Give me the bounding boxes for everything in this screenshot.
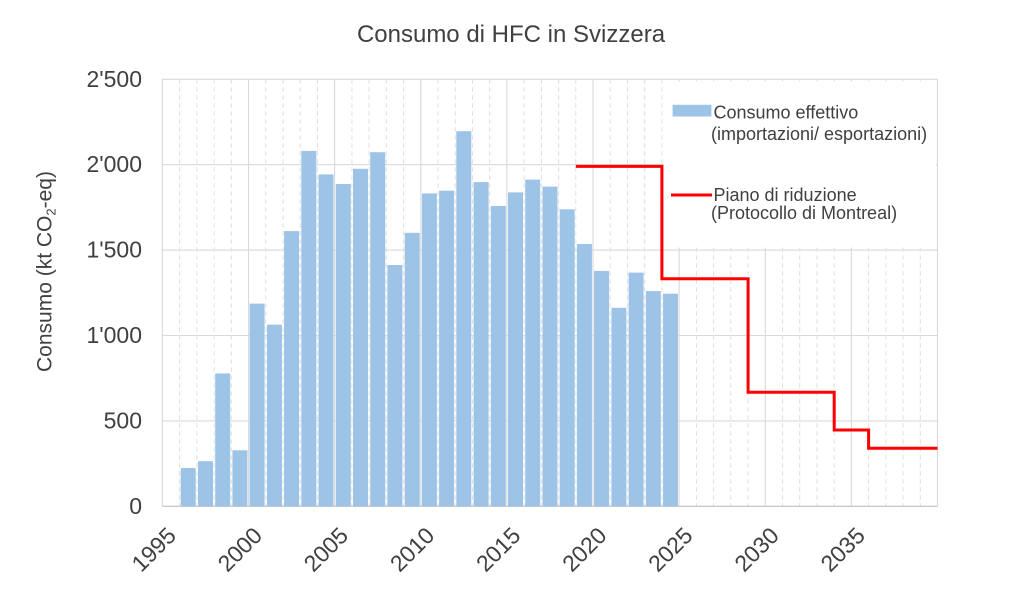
- svg-text:2'500: 2'500: [86, 66, 142, 92]
- svg-text:Consumo (kt CO2-eq): Consumo (kt CO2-eq): [34, 171, 59, 372]
- svg-text:1'000: 1'000: [86, 322, 142, 348]
- svg-text:2'000: 2'000: [86, 151, 142, 177]
- svg-text:1'500: 1'500: [86, 237, 142, 263]
- svg-text:Piano di riduzione: Piano di riduzione: [714, 185, 857, 205]
- svg-text:Consumo effettivo: Consumo effettivo: [714, 103, 859, 123]
- svg-text:500: 500: [104, 407, 142, 433]
- svg-text:(Protocollo di Montreal): (Protocollo di Montreal): [711, 203, 897, 223]
- svg-text:0: 0: [129, 493, 142, 519]
- svg-text:Consumo di HFC in Svizzera: Consumo di HFC in Svizzera: [357, 21, 666, 48]
- svg-text:(importazioni/ esportazioni): (importazioni/ esportazioni): [711, 124, 927, 144]
